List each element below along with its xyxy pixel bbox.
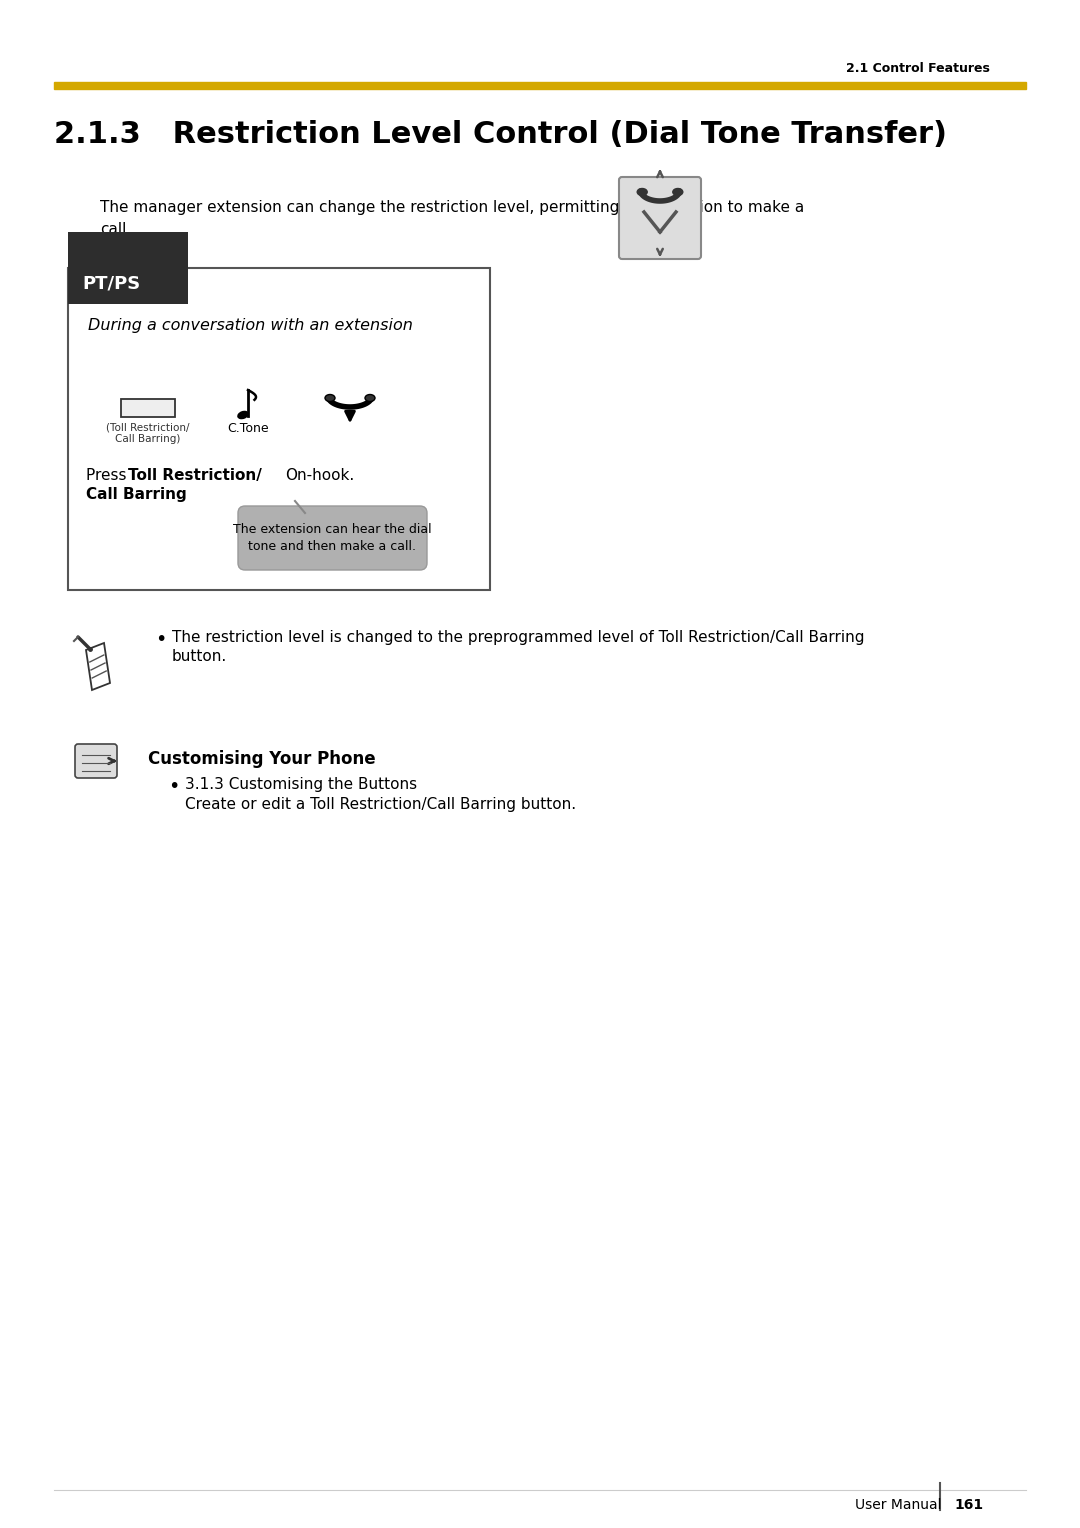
Text: User Manual: User Manual [855, 1497, 942, 1513]
Text: (Toll Restriction/: (Toll Restriction/ [106, 422, 190, 432]
Ellipse shape [637, 188, 647, 196]
Text: button.: button. [172, 649, 227, 665]
Text: Customising Your Phone: Customising Your Phone [148, 750, 376, 769]
Text: 2.1.3   Restriction Level Control (Dial Tone Transfer): 2.1.3 Restriction Level Control (Dial To… [54, 121, 947, 150]
Text: •: • [168, 778, 179, 796]
Text: C.Tone: C.Tone [227, 422, 269, 435]
FancyBboxPatch shape [121, 399, 175, 417]
Text: 161: 161 [954, 1497, 983, 1513]
Bar [68, 232, 188, 267]
Ellipse shape [365, 394, 375, 402]
Ellipse shape [673, 188, 683, 196]
Text: tone and then make a call.: tone and then make a call. [248, 539, 417, 553]
Text: Press: Press [86, 468, 132, 483]
Text: During a conversation with an extension: During a conversation with an extension [87, 318, 413, 333]
Text: 3.1.3 Customising the Buttons: 3.1.3 Customising the Buttons [185, 778, 417, 792]
FancyBboxPatch shape [619, 177, 701, 260]
Text: PT/PS: PT/PS [82, 274, 140, 292]
Text: call.: call. [100, 222, 132, 237]
Text: On-hook.: On-hook. [285, 468, 354, 483]
Text: Create or edit a Toll Restriction/Call Barring button.: Create or edit a Toll Restriction/Call B… [185, 798, 576, 811]
Text: Toll Restriction/: Toll Restriction/ [129, 468, 261, 483]
Bar [68, 267, 188, 304]
Text: The extension can hear the dial: The extension can hear the dial [233, 523, 432, 536]
Text: The manager extension can change the restriction level, permitting an extension : The manager extension can change the res… [100, 200, 805, 215]
Polygon shape [86, 643, 110, 691]
Text: The restriction level is changed to the preprogrammed level of Toll Restriction/: The restriction level is changed to the … [172, 630, 864, 645]
Text: Call Barring): Call Barring) [116, 434, 180, 445]
Ellipse shape [238, 411, 248, 419]
Text: 2.1 Control Features: 2.1 Control Features [846, 61, 990, 75]
Bar [68, 267, 490, 590]
Text: Call Barring: Call Barring [86, 487, 187, 503]
FancyBboxPatch shape [75, 744, 117, 778]
FancyBboxPatch shape [238, 506, 427, 570]
Text: •: • [156, 630, 166, 649]
Bar [54, 83, 1026, 89]
Ellipse shape [325, 394, 335, 402]
Text: .: . [170, 487, 175, 503]
